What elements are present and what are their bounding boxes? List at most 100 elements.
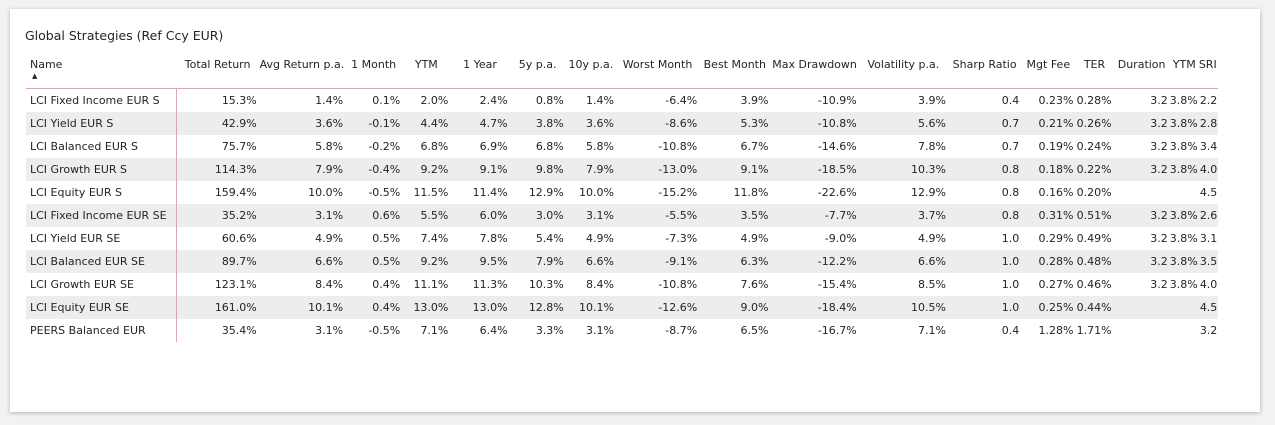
table-cell: 11.5%: [413, 186, 449, 199]
column-header[interactable]: Max Drawdown: [770, 51, 859, 89]
table-cell: 6.6%: [858, 250, 948, 273]
table-cell: -0.4%: [345, 158, 403, 181]
column-header[interactable]: Mgt Fee: [1021, 51, 1076, 89]
table-cell: 0.8: [1001, 186, 1020, 199]
table-row[interactable]: LCI Balanced EUR SE 89.7% 6.6% 0.5% 9.2% 9.5%…: [26, 250, 1218, 273]
table-cell: 9.8%: [509, 158, 566, 181]
table-cell: 1.28%: [1038, 324, 1074, 337]
table-cell: 3.9%: [740, 94, 769, 107]
table-cell: [1113, 296, 1170, 319]
row-name-cell: LCI Equity EUR SE: [26, 296, 177, 319]
table-cell: 0.7: [948, 112, 1022, 135]
table-cell: 3.8%: [1169, 250, 1199, 273]
column-header[interactable]: 5y p.a.: [509, 51, 566, 89]
table-cell: 9.1%: [450, 158, 510, 181]
table-cell: -18.4%: [770, 296, 859, 319]
table-cell: -16.7%: [817, 324, 857, 337]
table-cell: 5.4%: [535, 232, 564, 245]
row-name-cell: LCI Balanced EUR SE: [26, 250, 177, 273]
table-cell: -7.7%: [770, 204, 859, 227]
table-cell: 9.5%: [450, 250, 510, 273]
table-cell: 8.4%: [315, 278, 344, 291]
table-cell: 7.9%: [258, 158, 346, 181]
table-cell: 6.8%: [535, 140, 564, 153]
column-header[interactable]: Volatility p.a.: [858, 51, 948, 89]
table-cell: 1.4%: [315, 94, 344, 107]
table-cell: 3.1%: [585, 324, 614, 337]
table-cell: 3.8%: [1169, 232, 1198, 245]
table-cell: 0.16%: [1038, 186, 1074, 199]
column-header[interactable]: Avg Return p.a.: [258, 51, 346, 89]
table-cell: 12.9%: [528, 186, 564, 199]
column-header[interactable]: Total Return: [176, 51, 259, 89]
table-cell: 0.4%: [345, 296, 403, 319]
table-cell: 1.0: [948, 296, 1022, 319]
table-cell: 4.0: [1198, 158, 1218, 181]
table-cell: -18.5%: [770, 158, 859, 181]
table-cell: 1.71%: [1076, 324, 1112, 337]
table-cell: 5.6%: [858, 112, 948, 135]
table-cell: 0.4: [1001, 94, 1020, 107]
column-header[interactable]: 10y p.a.: [565, 51, 616, 89]
table-cell: 3.8%: [1169, 140, 1198, 153]
table-row[interactable]: LCI Growth EUR S 114.3% 7.9% -0.4% 9.2% 9.1% 9…: [26, 158, 1218, 181]
row-name-cell: PEERS Balanced EUR: [26, 319, 177, 342]
table-cell: 10.1%: [565, 296, 616, 319]
column-header-label: Avg Return p.a.: [259, 58, 345, 71]
row-name-cell: LCI Equity EUR S: [26, 181, 177, 204]
row-name-cell: LCI Yield EUR SE: [26, 227, 177, 250]
column-header[interactable]: Duration: [1113, 51, 1170, 89]
table-cell: 0.46%: [1076, 278, 1112, 291]
table-cell: 0.5%: [345, 250, 403, 273]
column-header[interactable]: TER: [1075, 51, 1114, 89]
table-cell: 89.7%: [176, 250, 259, 273]
table-cell: 4.9%: [585, 232, 614, 245]
column-header-label: 10y p.a.: [568, 58, 614, 71]
table-cell: 0.8%: [535, 94, 564, 107]
table-cell: 60.6%: [221, 232, 257, 245]
table-cell: 0.21%: [1021, 112, 1076, 135]
table-row[interactable]: LCI Yield EUR S 42.9% 3.6% -0.1% 4.4% 4.7% 3.8…: [26, 112, 1218, 135]
table-cell: 0.19%: [1038, 140, 1074, 153]
column-header-label: YTM: [414, 58, 438, 71]
table-cell: -7.3%: [665, 232, 698, 245]
table-row[interactable]: LCI Fixed Income EUR SE 35.2% 3.1% 0.6% 5.5%…: [26, 204, 1218, 227]
table-row[interactable]: LCI Equity EUR SE 161.0% 10.1% 0.4% 13.0% 13.…: [26, 296, 1218, 319]
table-row[interactable]: LCI Balanced EUR S 75.7% 5.8% -0.2% 6.8% 6.9%…: [26, 135, 1218, 158]
column-header[interactable]: SRI: [1198, 51, 1218, 89]
column-header[interactable]: Best Month: [699, 51, 771, 89]
table-row[interactable]: LCI Yield EUR SE 60.6% 4.9% 0.5% 7.4% 7.8% 5.4…: [26, 227, 1218, 250]
column-header[interactable]: YTM: [402, 51, 451, 89]
table-cell: 159.4%: [214, 186, 257, 199]
table-cell: [1114, 319, 1170, 342]
table-cell: 4.5: [1198, 296, 1218, 319]
table-row[interactable]: LCI Growth EUR SE 123.1% 8.4% 0.4% 11.1% 11.3…: [26, 273, 1218, 296]
table-row[interactable]: LCI Fixed Income EUR S 15.3% 1.4% 0.1% 2.0% 2…: [26, 88, 1218, 112]
column-header[interactable]: YTM: [1169, 51, 1199, 89]
table-cell: -10.8%: [658, 278, 698, 291]
table-cell: [1114, 181, 1170, 204]
table-cell: 35.2%: [176, 204, 259, 227]
table-cell: 6.5%: [740, 324, 769, 337]
table-row[interactable]: LCI Equity EUR S 159.4% 10.0% -0.5% 11.5% 11.…: [26, 181, 1218, 204]
table-cell: 7.1%: [420, 324, 449, 337]
table-cell: -8.7%: [665, 324, 698, 337]
column-header[interactable]: Worst Month: [615, 51, 700, 89]
column-header-label: 5y p.a.: [518, 58, 557, 71]
table-cell: 0.24%: [1076, 140, 1112, 153]
row-name-cell: LCI Fixed Income EUR SE: [26, 204, 177, 227]
table-cell: -5.5%: [615, 204, 700, 227]
table-cell: 3.5: [1198, 250, 1218, 273]
table-cell: 6.7%: [740, 140, 769, 153]
column-header[interactable]: 1 Month: [345, 51, 403, 89]
sort-ascending-icon[interactable]: ▲: [32, 72, 38, 80]
table-cell: 11.3%: [472, 278, 508, 291]
table-cell: 0.44%: [1075, 296, 1114, 319]
table-row[interactable]: PEERS Balanced EUR 35.4% 3.1% -0.5% 7.1% 6.4%…: [26, 319, 1218, 342]
table-cell: 3.2: [1150, 140, 1168, 153]
table-cell: 0.1%: [372, 94, 401, 107]
table-cell: 8.5%: [918, 278, 946, 291]
column-header[interactable]: Name ▲: [26, 51, 177, 89]
column-header[interactable]: Sharp Ratio: [948, 51, 1022, 89]
column-header[interactable]: 1 Year: [450, 51, 510, 89]
